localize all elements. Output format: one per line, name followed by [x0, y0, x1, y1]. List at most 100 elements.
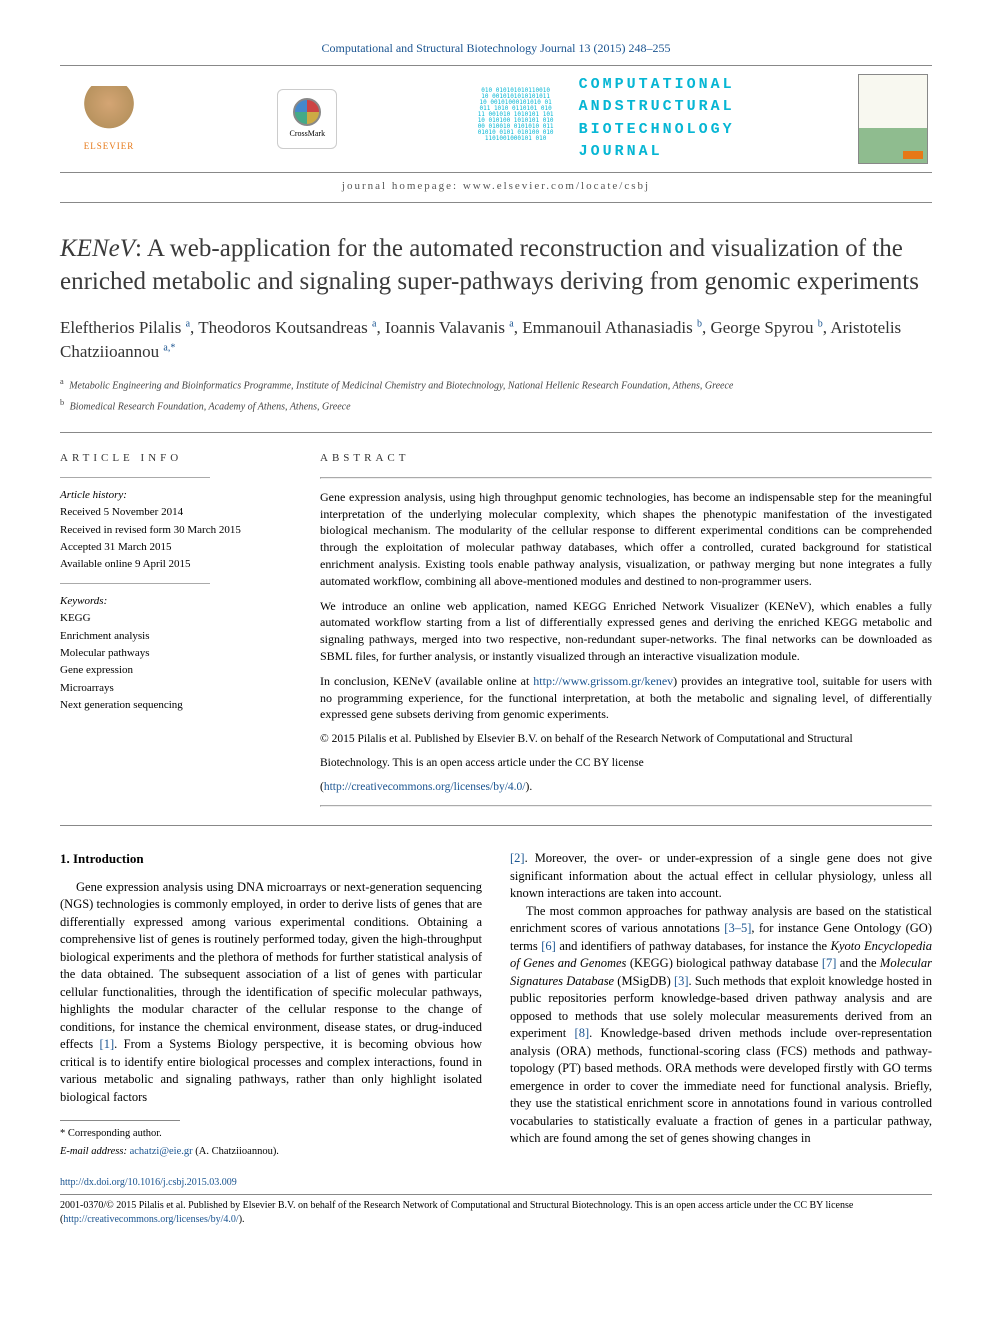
text: In conclusion, — [320, 674, 393, 688]
footnote-block: * Corresponding author. E-mail address: … — [60, 1120, 482, 1159]
email-link[interactable]: achatzi@eie.gr — [130, 1146, 193, 1157]
citation-link[interactable]: [2] — [510, 851, 525, 865]
journal-title-line-1: COMPUTATIONAL — [579, 74, 735, 97]
divider — [320, 805, 932, 807]
crossmark-label: CrossMark — [290, 128, 326, 139]
keyword: Next generation sequencing — [60, 698, 290, 713]
affiliation-a: a Metabolic Engineering and Bioinformati… — [60, 376, 932, 393]
cc-url-link[interactable]: http://creativecommons.org/licenses/by/4… — [324, 781, 526, 793]
authors-list: Eleftherios Pilalis a, Theodoros Koutsan… — [60, 316, 932, 364]
keyword: Gene expression — [60, 663, 290, 678]
journal-homepage: journal homepage: www.elsevier.com/locat… — [60, 179, 932, 203]
divider — [320, 477, 932, 479]
citation-link[interactable]: [8] — [575, 1026, 590, 1040]
copyright-line: Biotechnology. This is an open access ar… — [320, 755, 932, 771]
text: (KEGG) biological pathway database — [626, 956, 821, 970]
footer-cc-link[interactable]: http://creativecommons.org/licenses/by/4… — [63, 1214, 238, 1225]
keywords-label: Keywords: — [60, 594, 290, 609]
top-citation-link[interactable]: Computational and Structural Biotechnolo… — [322, 41, 671, 55]
keyword: Molecular pathways — [60, 646, 290, 661]
divider — [60, 825, 932, 826]
affiliation-b: b Biomedical Research Foundation, Academ… — [60, 397, 932, 414]
emphasis: KENeV — [769, 599, 808, 613]
abstract-paragraph: We introduce an online web application, … — [320, 598, 932, 665]
citation-link[interactable]: [3] — [674, 974, 689, 988]
divider — [60, 477, 210, 478]
history-item: Received in revised form 30 March 2015 — [60, 523, 290, 538]
affiliation-marker: a — [60, 377, 64, 386]
text: ). — [239, 1214, 245, 1225]
affiliations: a Metabolic Engineering and Bioinformati… — [60, 376, 932, 415]
text: . Moreover, the over- or under-expressio… — [510, 851, 932, 900]
affiliation-text: Metabolic Engineering and Bioinformatics… — [69, 380, 733, 391]
citation-link[interactable]: [6] — [541, 939, 556, 953]
text: ( — [759, 599, 769, 613]
body-text: 1. Introduction Gene expression analysis… — [60, 850, 932, 1159]
journal-title-line-4: JOURNAL — [579, 141, 735, 164]
footnote-divider — [60, 1120, 180, 1121]
crossmark-badge[interactable]: CrossMark — [277, 89, 337, 149]
cc-license-link: (http://creativecommons.org/licenses/by/… — [320, 779, 932, 795]
affiliation-marker: b — [60, 398, 64, 407]
emphasis: KENeV — [393, 674, 431, 688]
journal-bits-icon: 010 01010101011001010 001010101010101110… — [461, 84, 571, 154]
history-item: Accepted 31 March 2015 — [60, 540, 290, 555]
page-root: Computational and Structural Biotechnolo… — [0, 0, 992, 1257]
title-keyword: KENeV — [60, 235, 135, 262]
abstract-paragraph: In conclusion, KENeV (available online a… — [320, 673, 932, 723]
article-info-heading: ARTICLE INFO — [60, 451, 290, 466]
abstract-text: Gene expression analysis, using high thr… — [320, 489, 932, 796]
text: Gene expression analysis using DNA micro… — [60, 880, 482, 1052]
text: (MSigDB) — [614, 974, 674, 988]
keyword: KEGG — [60, 611, 290, 626]
kenev-url-link[interactable]: http://www.grissom.gr/kenev — [533, 674, 673, 688]
body-paragraph: The most common approaches for pathway a… — [510, 903, 932, 1148]
journal-header: ELSEVIER CrossMark 010 01010101011001010… — [60, 65, 932, 173]
top-citation: Computational and Structural Biotechnolo… — [60, 40, 932, 57]
copyright-line: © 2015 Pilalis et al. Published by Elsev… — [320, 731, 932, 747]
publisher-name: ELSEVIER — [84, 140, 135, 153]
section-heading: 1. Introduction — [60, 850, 482, 868]
crossmark-icon — [293, 98, 321, 126]
email-owner: (A. Chatziioannou). — [195, 1146, 279, 1157]
publisher-logo: ELSEVIER — [64, 84, 154, 154]
email-label: E-mail address: — [60, 1146, 127, 1157]
history-item: Available online 9 April 2015 — [60, 557, 290, 572]
body-paragraph-continued: [2]. Moreover, the over- or under-expres… — [510, 850, 932, 903]
body-paragraph: Gene expression analysis using DNA micro… — [60, 879, 482, 1107]
citation-link[interactable]: [3–5] — [724, 921, 751, 935]
history-item: Received 5 November 2014 — [60, 505, 290, 520]
doi-link[interactable]: http://dx.doi.org/10.1016/j.csbj.2015.03… — [60, 1177, 237, 1188]
article-title: KENeV: A web-application for the automat… — [60, 233, 932, 298]
keyword: Enrichment analysis — [60, 629, 290, 644]
corresponding-author-note: * Corresponding author. — [60, 1127, 482, 1142]
keyword: Microarrays — [60, 681, 290, 696]
text: We introduce an online web application, … — [320, 599, 573, 613]
journal-title-line-3: BIOTECHNOLOGY — [579, 119, 735, 142]
page-footer: http://dx.doi.org/10.1016/j.csbj.2015.03… — [60, 1176, 932, 1227]
abstract-heading: ABSTRACT — [320, 451, 932, 466]
journal-title: COMPUTATIONAL ANDSTRUCTURAL BIOTECHNOLOG… — [579, 74, 735, 164]
journal-cover-thumbnail — [858, 74, 928, 164]
text: and identifiers of pathway databases, fo… — [556, 939, 831, 953]
divider — [60, 583, 210, 584]
text: (available online at — [431, 674, 533, 688]
emphasis: KEGG Enriched Network Visualizer — [573, 599, 758, 613]
article-info: ARTICLE INFO Article history: Received 5… — [60, 451, 290, 807]
text: . Knowledge-based driven methods include… — [510, 1026, 932, 1145]
citation-link[interactable]: [7] — [822, 956, 837, 970]
history-label: Article history: — [60, 488, 290, 503]
divider — [60, 1194, 932, 1195]
text: . From a Systems Biology perspective, it… — [60, 1037, 482, 1104]
title-body: : A web-application for the automated re… — [60, 235, 919, 295]
publisher-tree-icon — [84, 86, 134, 136]
meta-block: ARTICLE INFO Article history: Received 5… — [60, 451, 932, 807]
email-note: E-mail address: achatzi@eie.gr (A. Chatz… — [60, 1145, 482, 1160]
affiliation-text: Biomedical Research Foundation, Academy … — [70, 401, 351, 412]
journal-title-line-2: ANDSTRUCTURAL — [579, 96, 735, 119]
journal-logo-block: 010 01010101011001010 001010101010101110… — [461, 74, 735, 164]
citation-link[interactable]: [1] — [100, 1037, 115, 1051]
divider — [60, 432, 932, 433]
text: and the — [836, 956, 880, 970]
abstract-paragraph: Gene expression analysis, using high thr… — [320, 489, 932, 590]
